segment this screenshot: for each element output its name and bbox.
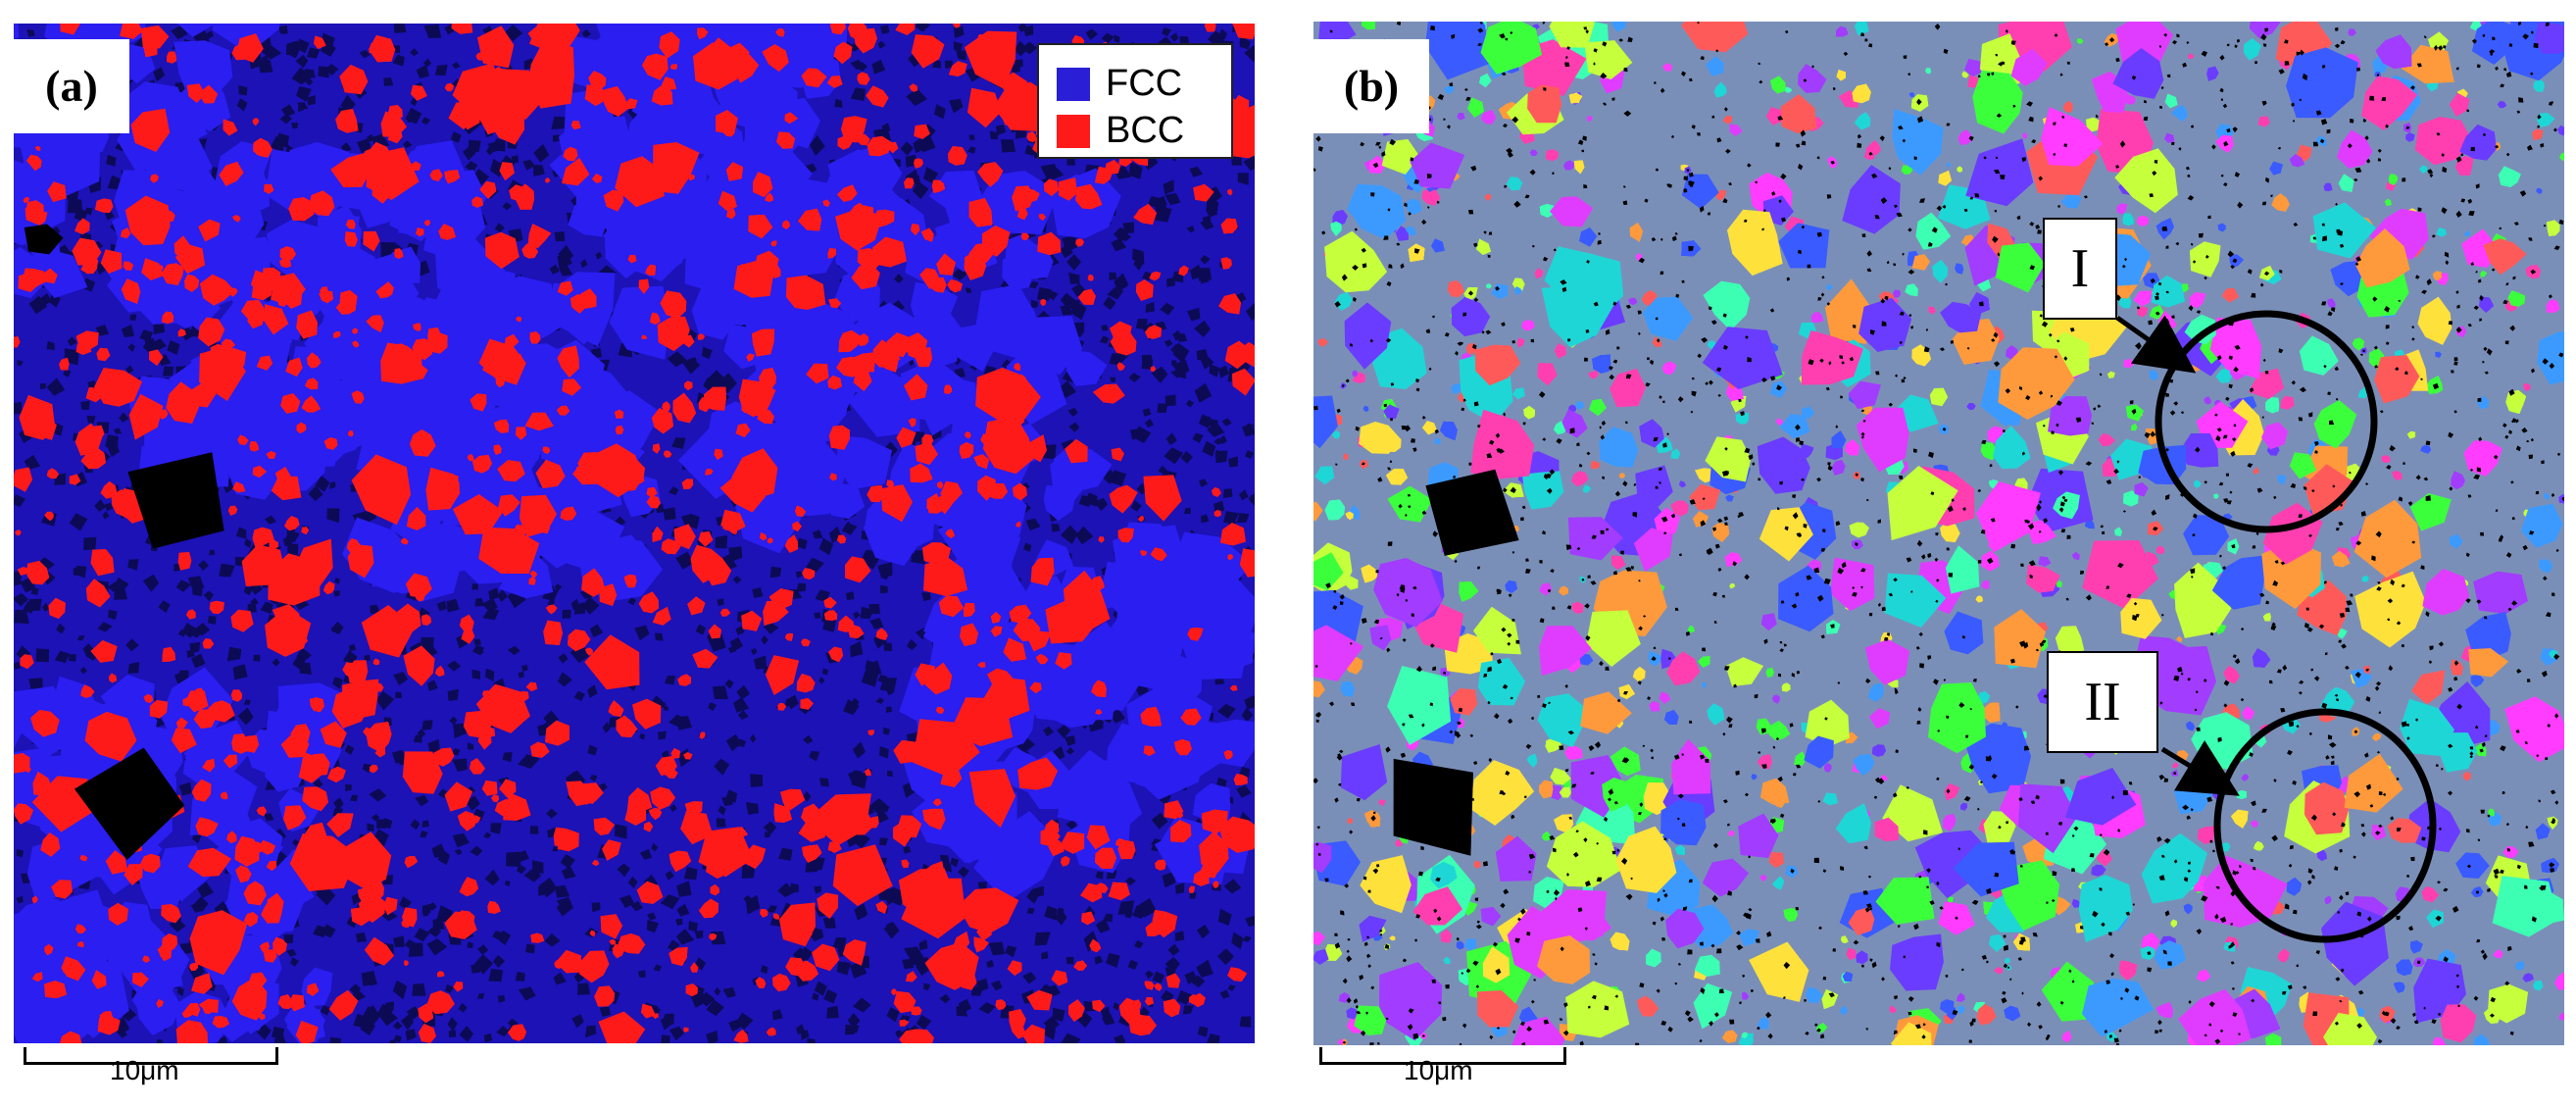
region-ii-arrow	[2160, 740, 2240, 796]
scale-bar-a	[24, 1047, 278, 1065]
bcc-swatch	[1057, 114, 1090, 148]
phase-map-image	[14, 24, 1255, 1043]
scale-bar-b	[1319, 1047, 1566, 1065]
legend-label-bcc: BCC	[1106, 110, 1185, 151]
phase-map-panel	[14, 24, 1255, 1043]
panel-a-label: (a)	[14, 39, 129, 133]
region-i-arrow	[2115, 315, 2197, 374]
fcc-swatch	[1057, 67, 1090, 101]
scale-bar-a-label: 10μm	[110, 1055, 179, 1085]
orientation-map-image	[1313, 22, 2564, 1045]
region-ii-circle	[2213, 708, 2437, 943]
legend-item-bcc: BCC	[1057, 110, 1184, 152]
panel-b-label: (b)	[1313, 39, 1429, 133]
region-i-circle	[2155, 310, 2378, 533]
region-i-label: I	[2043, 218, 2117, 320]
scale-bar-b-label: 10μm	[1404, 1055, 1473, 1085]
region-ii-label: II	[2047, 651, 2158, 753]
phase-legend: FCC BCC	[1037, 43, 1233, 159]
legend-label-fcc: FCC	[1106, 63, 1183, 104]
legend-item-fcc: FCC	[1057, 63, 1182, 105]
orientation-map-panel	[1313, 22, 2564, 1045]
